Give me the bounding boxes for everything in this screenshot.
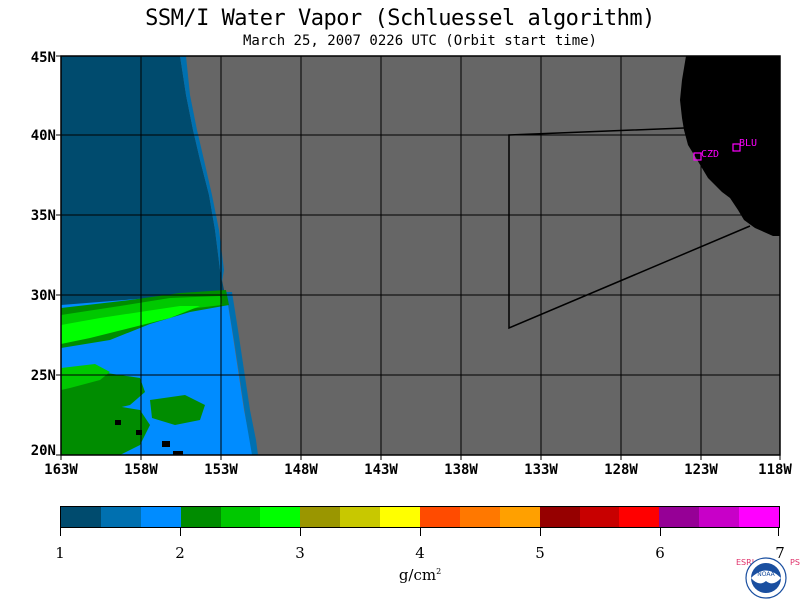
colorbar-swatch [61,507,101,527]
lat-label-45n: 45N [30,50,56,66]
lat-label-30n: 30N [30,288,56,304]
vapor-region-2-5c [61,405,150,455]
noaa-logo: NOAA [745,557,787,599]
colorbar-tick [60,528,61,536]
island-hawaii [173,451,183,455]
lon-label-123w: 123W [684,462,718,478]
plot-frame [60,55,781,456]
colorbar-tick [660,528,661,536]
colorbar-swatch [340,507,381,527]
lat-label-25n: 25N [30,368,56,384]
station-blu-marker [732,143,741,152]
svg-text:NOAA: NOAA [757,571,775,578]
vapor-region-3b [61,306,200,344]
colorbar-swatch [499,507,540,527]
lon-label-138w: 138W [444,462,478,478]
colorbar-swatch [140,507,181,527]
station-markers: CZD BLU [693,138,757,161]
colorbar-tick-label: 2 [175,544,185,562]
colorbar-tick [540,528,541,536]
station-czd-marker [693,152,702,161]
colorbar-tick [300,528,301,536]
colorbar-tick-label: 7 [775,544,785,562]
island-oahu [136,430,142,435]
station-blu-label: BLU [739,138,757,149]
lon-label-163w: 163W [44,462,78,478]
colorbar-swatch [100,507,141,527]
island-kauai [115,420,121,425]
colorbar-tick-label: 6 [655,544,665,562]
island-maui [162,441,170,447]
colorbar-swatch [659,507,700,527]
colorbar-tick-label: 1 [55,544,65,562]
lon-label-143w: 143W [364,462,398,478]
map-title: SSM/I Water Vapor (Schluessel algorithm) [145,6,655,31]
units-text: g/cm [398,566,437,584]
colorbar-swatch [459,507,500,527]
colorbar-tick [180,528,181,536]
vapor-region-edge [226,292,258,455]
lon-label-148w: 148W [284,462,318,478]
vapor-region-1-5 [180,56,224,282]
domain-outline [508,127,751,330]
colorbar-swatch [220,507,261,527]
lon-label-128w: 128W [604,462,638,478]
colorbar-swatch [260,507,301,527]
colorbar-swatch [180,507,221,527]
vapor-region-1 [61,56,226,310]
colorbar-swatch [619,507,660,527]
lon-label-158w: 158W [124,462,158,478]
grid [61,56,780,455]
lon-label-133w: 133W [524,462,558,478]
colorbar-swatch [300,507,341,527]
station-czd-label: CZD [701,149,719,160]
colorbar-tick-label: 5 [535,544,545,562]
colorbar-swatch [739,507,780,527]
land-california [680,56,780,236]
colorbar-tick-label: 3 [295,544,305,562]
map-subtitle: March 25, 2007 0226 UTC (Orbit start tim… [242,33,597,49]
lon-label-153w: 153W [204,462,238,478]
logo-right-letters: PSD [790,558,800,567]
lat-label-40n: 40N [30,128,56,144]
colorbar-tick [420,528,421,536]
colorbar [60,506,780,528]
colorbar-swatch [380,507,421,527]
colorbar-swatch [539,507,580,527]
colorbar-swatch [579,507,620,527]
vapor-region-3c [61,364,110,390]
colorbar-tick [778,528,779,536]
colorbar-tick-label: 4 [415,544,425,562]
vapor-region-2-5d [150,395,205,425]
units-superscript: 2 [436,567,442,576]
lat-label-20n: 20N [30,443,56,459]
lat-label-35n: 35N [30,208,56,224]
lon-label-118w: 118W [758,462,792,478]
units-label: g/cm2 [380,566,460,584]
colorbar-swatch [420,507,460,527]
colorbar-swatch [699,507,740,527]
